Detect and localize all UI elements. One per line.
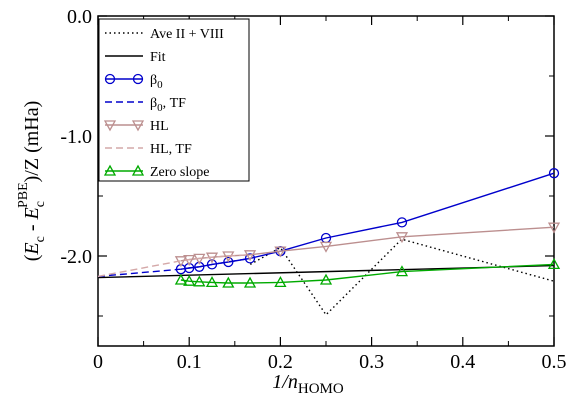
ticks: 0 0.1 0.2 0.3 0.4 0.5 0.0 -1.0 -2.0	[60, 6, 566, 373]
legend-entry: HL	[150, 119, 169, 134]
series-line	[97, 257, 251, 278]
series-6	[174, 258, 561, 288]
data-point	[243, 250, 257, 262]
y-tick-label: -2.0	[60, 246, 92, 268]
legend-entry-main: HL, TF	[150, 142, 192, 157]
series-line	[180, 263, 555, 284]
series-3	[97, 257, 251, 278]
legend-entry-main: Ave II + VIII	[150, 27, 224, 42]
data-point	[205, 276, 219, 288]
x-axis-title: 1/nHOMO	[272, 371, 344, 397]
legend-marker	[131, 120, 145, 132]
data-point	[183, 274, 196, 286]
data-point	[547, 258, 561, 270]
x-axis-title-main: 1/n	[272, 371, 298, 393]
x-axis-title-sub: HOMO	[298, 381, 344, 397]
series-line	[180, 226, 555, 262]
data-point	[174, 273, 188, 285]
series-line	[97, 254, 251, 278]
data-point	[244, 253, 256, 264]
y-title-e1: E	[21, 242, 43, 255]
legend-marker	[131, 164, 145, 176]
series-5	[97, 254, 251, 278]
y-title-s1: c	[33, 236, 48, 242]
series-2	[175, 168, 560, 275]
y-title-open: (	[21, 254, 43, 261]
data-point	[395, 232, 409, 244]
data-point	[206, 259, 218, 270]
legend-entry: Fit	[150, 50, 166, 65]
legend-entry: HL, TF	[150, 142, 192, 157]
y-title-minus: -	[21, 219, 43, 236]
data-point	[193, 275, 206, 287]
y-axis-title: (Ec - EcPBE)/Z (mHa)	[16, 101, 48, 262]
legend-entry: Ave II + VIII	[150, 27, 224, 42]
legend-entry-main: HL	[150, 119, 169, 134]
data-point	[319, 273, 333, 285]
y-tick-label: -1.0	[60, 126, 92, 148]
series-0	[249, 238, 555, 316]
legend-marker	[132, 73, 144, 85]
legend-entry-sub: 0	[157, 102, 163, 114]
data-point	[222, 276, 235, 288]
y-title-e2: E	[21, 207, 43, 220]
data-point	[395, 265, 409, 277]
legend-entry-main: β	[150, 96, 157, 111]
legend-entry-main: Zero slope	[150, 165, 209, 180]
legend-entry: β0, TF	[150, 96, 186, 114]
legend-box	[98, 18, 250, 182]
x-tick-label: 0.1	[177, 351, 202, 373]
legend-marker	[104, 73, 116, 85]
series-line	[180, 172, 555, 270]
x-tick-label: 0	[93, 351, 103, 373]
data-point	[274, 276, 287, 288]
x-tick-label: 0.5	[542, 351, 567, 373]
data-point	[319, 241, 333, 253]
y-tick-label: 0.0	[67, 6, 92, 28]
series-line	[249, 238, 555, 316]
series-layer	[97, 168, 561, 316]
x-tick-label: 0.3	[359, 351, 384, 373]
y-title-s2: c	[33, 201, 48, 207]
data-point	[243, 276, 257, 288]
legend-entry-rest: , TF	[163, 96, 187, 111]
x-tick-label: 0.4	[450, 351, 475, 373]
legend-entry: β0	[150, 73, 163, 91]
legend-entry-sub: 0	[157, 79, 163, 91]
y-title-rest: )/Z (mHa)	[21, 101, 43, 183]
data-point	[548, 168, 560, 179]
legend-entry-main: β	[150, 73, 157, 88]
x-tick-label: 0.2	[268, 351, 293, 373]
legend-marker	[103, 164, 117, 176]
data-point	[396, 217, 408, 228]
legend-entry: Zero slope	[150, 165, 209, 180]
legend-entry-main: Fit	[150, 50, 166, 65]
legend-marker	[103, 120, 117, 132]
data-point	[547, 222, 561, 234]
data-point	[274, 246, 287, 258]
y-title-sup: PBE	[16, 182, 31, 208]
